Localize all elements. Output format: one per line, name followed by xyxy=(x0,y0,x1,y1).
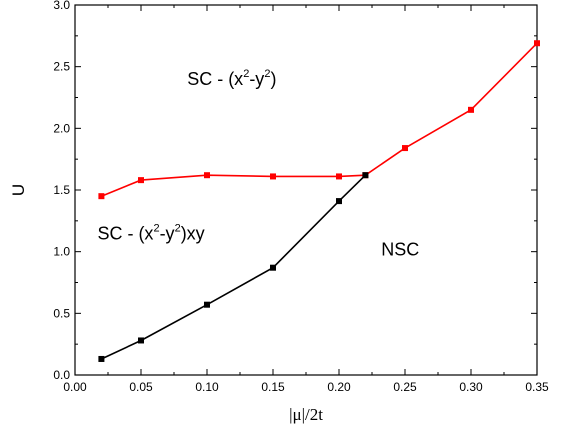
x-tick-label: 0.30 xyxy=(459,380,483,394)
x-axis-ticks: 0.00 0.05 0.10 0.15 0.20 0.25 0.30 0.35 xyxy=(63,5,549,394)
data-point xyxy=(98,355,105,362)
data-point xyxy=(270,173,276,180)
y-tick-label: 0.0 xyxy=(53,368,70,382)
y-axis-ticks: 0.0 0.5 1.0 1.5 2.0 2.5 3.0 xyxy=(53,0,537,382)
y-tick-label: 0.5 xyxy=(53,306,70,320)
x-tick-label: 0.00 xyxy=(63,380,87,394)
series-line xyxy=(101,174,366,360)
x-tick-label: 0.10 xyxy=(195,380,219,394)
series-layer xyxy=(98,40,540,362)
data-point xyxy=(402,145,408,152)
data-point xyxy=(98,193,105,200)
x-axis-title: |μ|/2t xyxy=(289,405,323,424)
data-point xyxy=(336,198,342,205)
x-tick-label: 0.20 xyxy=(327,380,351,394)
series-1 xyxy=(98,172,369,362)
y-tick-label: 1.5 xyxy=(53,183,70,197)
data-point xyxy=(138,177,144,184)
region-label: NSC xyxy=(381,239,419,259)
region-annotations: SC - (x2-y2) SC - (x2-y2)xy NSC xyxy=(97,68,419,259)
data-point xyxy=(270,264,276,271)
data-point xyxy=(204,301,210,308)
data-point xyxy=(138,337,144,344)
region-label: SC - (x2-y2) xyxy=(187,68,276,89)
region-label: SC - (x2-y2)xy xyxy=(97,222,204,243)
x-tick-label: 0.15 xyxy=(261,380,285,394)
y-axis-title: U xyxy=(9,184,28,196)
data-point xyxy=(534,40,540,47)
y-tick-label: 2.0 xyxy=(53,121,70,135)
y-tick-label: 2.5 xyxy=(53,60,70,74)
data-point xyxy=(362,172,369,179)
y-tick-label: 3.0 xyxy=(53,0,70,12)
data-point xyxy=(204,172,210,179)
plot-frame xyxy=(74,4,538,376)
series-0 xyxy=(98,40,540,200)
x-tick-label: 0.25 xyxy=(393,380,417,394)
data-point xyxy=(336,173,342,180)
data-point xyxy=(468,106,474,113)
plot-border xyxy=(74,4,538,376)
x-tick-label: 0.05 xyxy=(129,380,153,394)
series-line xyxy=(101,42,538,197)
x-tick-label: 0.35 xyxy=(525,380,549,394)
y-tick-label: 1.0 xyxy=(53,245,70,259)
